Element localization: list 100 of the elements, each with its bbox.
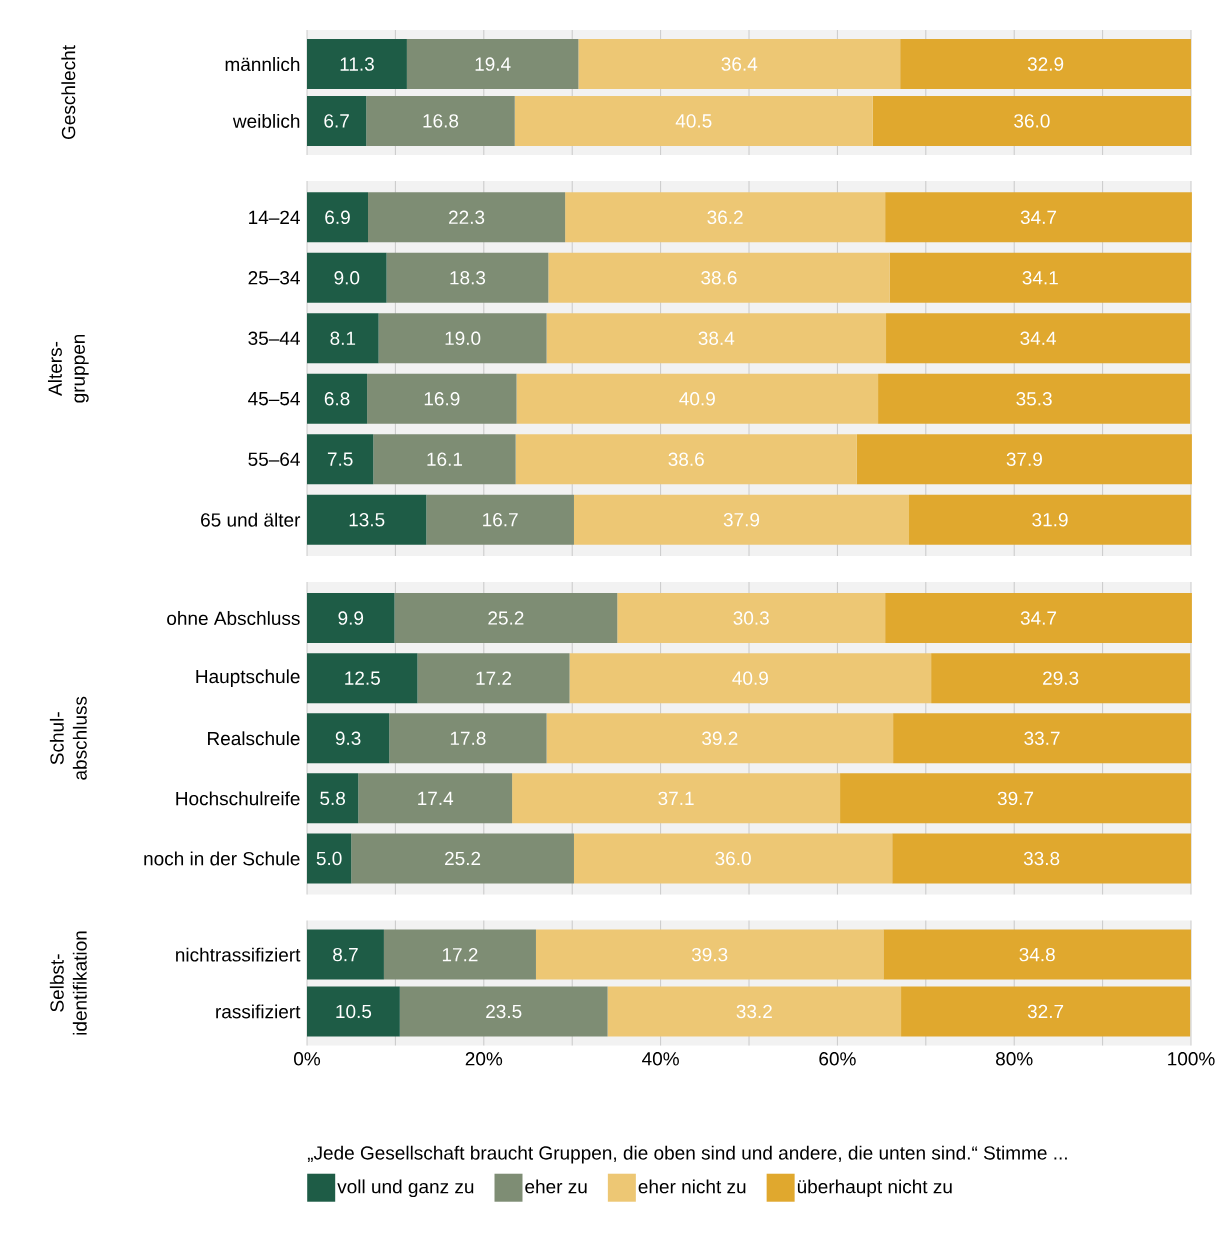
y-tick-label: 35–44 [248,331,300,345]
bar [307,252,387,303]
bar [892,833,1192,884]
data-label: 8.7 [333,947,358,962]
bar [893,713,1192,764]
data-label: 5.0 [316,851,342,866]
y-tick-label: nichtrassifiziert [176,947,301,962]
bar [856,434,1192,485]
bar [351,833,574,884]
bar [514,95,873,146]
y-tick-label: 25–34 [248,271,300,285]
y-axis-title: Alters-gruppen [47,334,89,403]
bar [931,653,1191,704]
bar [886,313,1191,364]
data-label: 34.7 [1020,210,1057,225]
bar [307,653,418,704]
bar [426,494,574,545]
data-label: 40.5 [675,114,712,128]
data-label: 39.3 [691,947,728,962]
y-tick-label: 14–24 [249,210,300,224]
data-label: 25.2 [445,851,481,866]
bar [386,252,549,303]
bar [516,373,879,424]
bar [307,373,368,424]
data-label: 37.9 [1006,452,1042,466]
data-label: 36.0 [715,851,751,866]
data-label: 6.9 [325,210,350,225]
y-tick-label: Realschule [208,731,300,746]
data-label: 34.4 [1020,331,1057,345]
bar [548,252,890,303]
y-tick-label: Hochschulreife [176,791,300,806]
bar [840,773,1192,824]
bar [307,929,384,980]
bar [307,313,379,364]
data-label: 36.4 [721,57,758,71]
x-tick-label: 60% [819,1052,856,1066]
bar [565,192,886,243]
y-tick-label: Hauptschule [196,669,300,688]
data-label: 11.3 [340,57,374,71]
x-tick-label: 20% [465,1052,503,1066]
data-label: 22.3 [449,210,485,225]
bar [307,833,352,884]
bar [573,833,893,884]
data-label: 17.4 [418,791,454,805]
data-label: 6.7 [324,114,349,128]
data-label: 36.2 [707,210,743,225]
data-label: 40.9 [679,392,715,406]
data-label: 37.9 [723,512,760,527]
bar [417,653,570,704]
x-tick-label: 80% [996,1052,1033,1066]
bar [367,373,517,424]
bar [307,192,368,243]
bar [546,313,887,364]
bar [383,929,536,980]
data-label: 33.2 [736,1004,772,1019]
bar [307,494,427,545]
data-label: 12.5 [345,671,380,685]
data-label: 39.2 [702,731,738,745]
bar [512,773,841,824]
data-label: 23.5 [486,1004,522,1019]
legend-label: eher nicht zu [638,1179,746,1194]
y-tick-label: noch in der Schule [144,851,300,866]
bar [358,773,513,824]
bar [909,494,1192,545]
data-label: 7.5 [327,452,353,466]
bar [399,986,608,1037]
bar [307,773,359,824]
data-label: 34.1 [1022,271,1058,285]
bar [885,192,1192,243]
bar [366,95,515,146]
data-label: 16.8 [423,114,459,128]
data-label: 39.7 [997,791,1034,806]
y-axis-title: Selbst-identifikation [49,931,87,1035]
data-label: 9.3 [335,731,361,745]
data-label: 17.2 [476,671,512,685]
data-label: 38.4 [698,331,735,345]
bar [569,653,932,704]
legend-label: eher zu [525,1179,587,1194]
y-tick-label: 55–64 [248,452,300,466]
data-label: 37.1 [658,791,694,806]
data-label: 34.8 [1019,947,1055,962]
bar [406,39,579,90]
legend-label: überhaupt nicht zu [797,1179,952,1198]
data-label: 35.3 [1016,392,1052,406]
data-label: 33.7 [1024,731,1060,745]
bar [378,313,547,364]
bar [394,593,618,644]
data-label: 16.9 [424,392,460,406]
bar [373,434,516,485]
data-label: 30.3 [733,611,769,625]
y-tick-label: 65 und älter [201,512,301,527]
y-tick-label: männlich [225,57,300,72]
data-label: 19.0 [445,331,481,345]
data-label: 29.3 [1043,671,1079,685]
bar [885,593,1192,644]
data-label: 6.8 [324,392,350,406]
y-tick-label: weiblich [232,113,300,128]
y-tick-label: 45–54 [248,392,300,406]
bar [883,929,1192,980]
bar [900,39,1192,90]
